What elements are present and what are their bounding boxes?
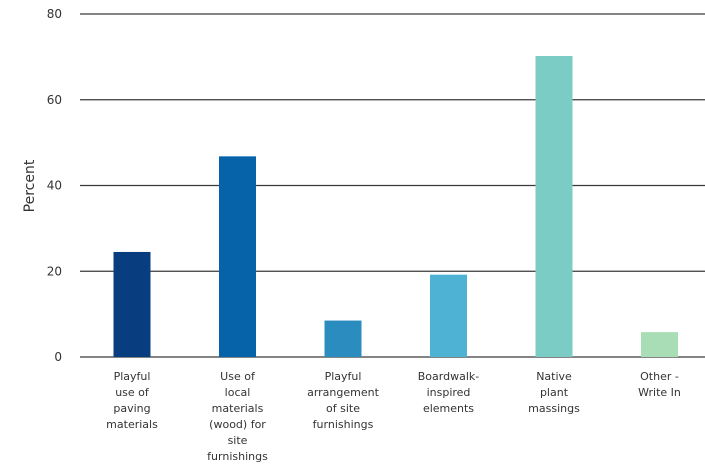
x-category-label: Playful use of paving materials [106, 370, 158, 431]
y-tick-label: 60 [47, 93, 62, 107]
bar [641, 332, 678, 357]
y-tick-label: 20 [47, 264, 62, 278]
x-category-label: Other -Write In [638, 370, 681, 399]
bar [535, 56, 573, 358]
x-category-label: Boardwalk-inspired elements [418, 370, 479, 415]
y-axis-ticks: 0 20 40 60 80 [47, 7, 62, 364]
y-axis-title: Percent [22, 159, 38, 212]
bar [430, 274, 467, 357]
y-tick-label: 0 [54, 350, 62, 364]
x-axis-labels: Playful use of paving materials Use of local m… [106, 370, 681, 463]
gridlines [80, 13, 705, 358]
x-category-label: Native plant massings [528, 370, 580, 415]
x-category-label: Use of local materials (wood) for site furnis… [207, 370, 268, 463]
bar [324, 320, 362, 357]
x-category-label: Playful arrangement of site furnishings [307, 370, 380, 431]
bars [113, 56, 678, 358]
bar [113, 251, 151, 357]
y-tick-label: 40 [47, 179, 62, 193]
bar [219, 156, 256, 357]
y-tick-label: 80 [47, 7, 62, 21]
